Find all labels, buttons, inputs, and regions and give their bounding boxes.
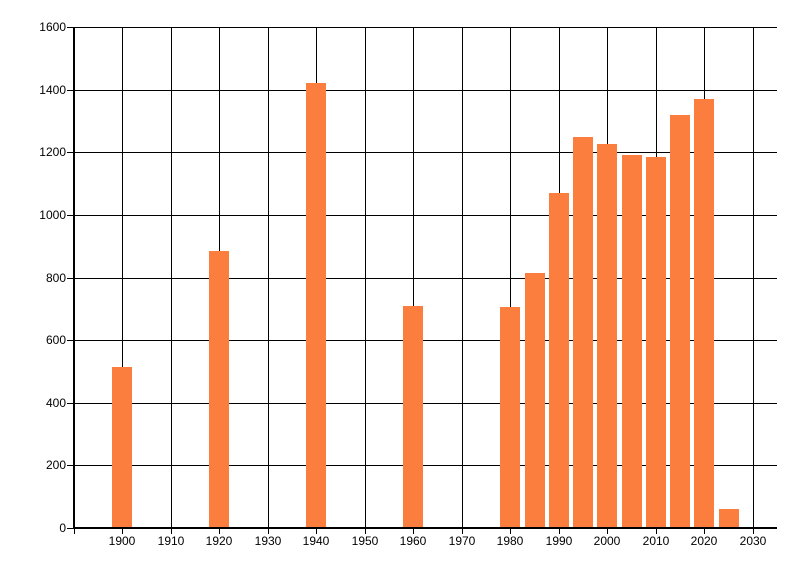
x-gridline-1960 bbox=[413, 27, 414, 528]
y-tick-0 bbox=[67, 528, 74, 529]
y-tick-label-1200: 1200 bbox=[39, 145, 66, 159]
bar-1960 bbox=[403, 306, 423, 528]
bar-1985 bbox=[525, 273, 545, 528]
x-tick-1970 bbox=[462, 528, 463, 534]
x-tick-label-1930: 1930 bbox=[254, 534, 282, 548]
bar-2010 bbox=[646, 157, 666, 528]
x-tick-label-1960: 1960 bbox=[399, 534, 427, 548]
x-tick-2000 bbox=[607, 528, 608, 534]
y-tick-label-1600: 1600 bbox=[39, 20, 66, 34]
x-tick-label-2000: 2000 bbox=[593, 534, 621, 548]
x-tick-1920 bbox=[219, 528, 220, 534]
x-tick-label-1980: 1980 bbox=[496, 534, 524, 548]
x-gridline-1970 bbox=[462, 27, 463, 528]
bar-1980 bbox=[500, 307, 520, 528]
y-tick-600 bbox=[67, 340, 74, 341]
x-tick-2030 bbox=[753, 528, 754, 534]
y-gridline-1200 bbox=[74, 152, 777, 153]
x-tick-1980 bbox=[510, 528, 511, 534]
y-tick-label-600: 600 bbox=[45, 333, 66, 347]
x-tick-label-2030: 2030 bbox=[739, 534, 767, 548]
y-tick-label-1000: 1000 bbox=[39, 208, 66, 222]
x-tick-2020 bbox=[704, 528, 705, 534]
y-gridline-1000 bbox=[74, 215, 777, 216]
y-tick-400 bbox=[67, 403, 74, 404]
y-tick-label-0: 0 bbox=[59, 521, 66, 535]
x-tick-label-1940: 1940 bbox=[302, 534, 330, 548]
bar-2025 bbox=[719, 509, 739, 528]
y-gridline-400 bbox=[74, 403, 777, 404]
x-tick-1900 bbox=[122, 528, 123, 534]
x-tick-1990 bbox=[559, 528, 560, 534]
x-gridline-1950 bbox=[365, 27, 366, 528]
x-tick-label-1990: 1990 bbox=[545, 534, 573, 548]
y-tick-1600 bbox=[67, 27, 74, 28]
y-gridline-200 bbox=[74, 465, 777, 466]
y-tick-label-200: 200 bbox=[45, 458, 66, 472]
bar-2020 bbox=[694, 99, 714, 528]
x-tick-label-1950: 1950 bbox=[351, 534, 379, 548]
y-tick-label-1400: 1400 bbox=[39, 83, 66, 97]
x-tick-label-1900: 1900 bbox=[108, 534, 136, 548]
x-gridline-2030 bbox=[753, 27, 754, 528]
bar-1995 bbox=[573, 137, 593, 528]
x-gridline-1900 bbox=[122, 27, 123, 528]
x-tick-1930 bbox=[268, 528, 269, 534]
x-gridline-1930 bbox=[268, 27, 269, 528]
bar-1900 bbox=[112, 367, 132, 528]
bar-1990 bbox=[549, 193, 569, 528]
x-tick-label-1970: 1970 bbox=[448, 534, 476, 548]
y-gridline-800 bbox=[74, 278, 777, 279]
y-tick-1000 bbox=[67, 215, 74, 216]
x-tick-label-2010: 2010 bbox=[642, 534, 670, 548]
x-tick-label-1920: 1920 bbox=[205, 534, 233, 548]
y-tick-label-400: 400 bbox=[45, 396, 66, 410]
bar-2005 bbox=[622, 155, 642, 528]
bar-1920 bbox=[209, 251, 229, 528]
x-gridline-1910 bbox=[171, 27, 172, 528]
bar-2000 bbox=[597, 144, 617, 528]
y-tick-800 bbox=[67, 278, 74, 279]
y-tick-1200 bbox=[67, 152, 74, 153]
x-tick-1950 bbox=[365, 528, 366, 534]
x-tick-2010 bbox=[656, 528, 657, 534]
y-tick-1400 bbox=[67, 90, 74, 91]
y-tick-label-800: 800 bbox=[45, 271, 66, 285]
x-tick-1940 bbox=[316, 528, 317, 534]
x-tick-1910 bbox=[171, 528, 172, 534]
y-gridline-1400 bbox=[74, 90, 777, 91]
x-axis bbox=[73, 527, 777, 529]
y-gridline-1600 bbox=[74, 27, 777, 28]
y-axis bbox=[73, 27, 75, 529]
x-gridline-1980 bbox=[510, 27, 511, 528]
x-tick-1960 bbox=[413, 528, 414, 534]
bar-2015 bbox=[670, 115, 690, 528]
y-tick-200 bbox=[67, 465, 74, 466]
x-tick-1890 bbox=[74, 528, 75, 534]
x-tick-label-2020: 2020 bbox=[690, 534, 718, 548]
bar-1940 bbox=[306, 83, 326, 528]
y-gridline-600 bbox=[74, 340, 777, 341]
x-tick-label-1910: 1910 bbox=[157, 534, 185, 548]
